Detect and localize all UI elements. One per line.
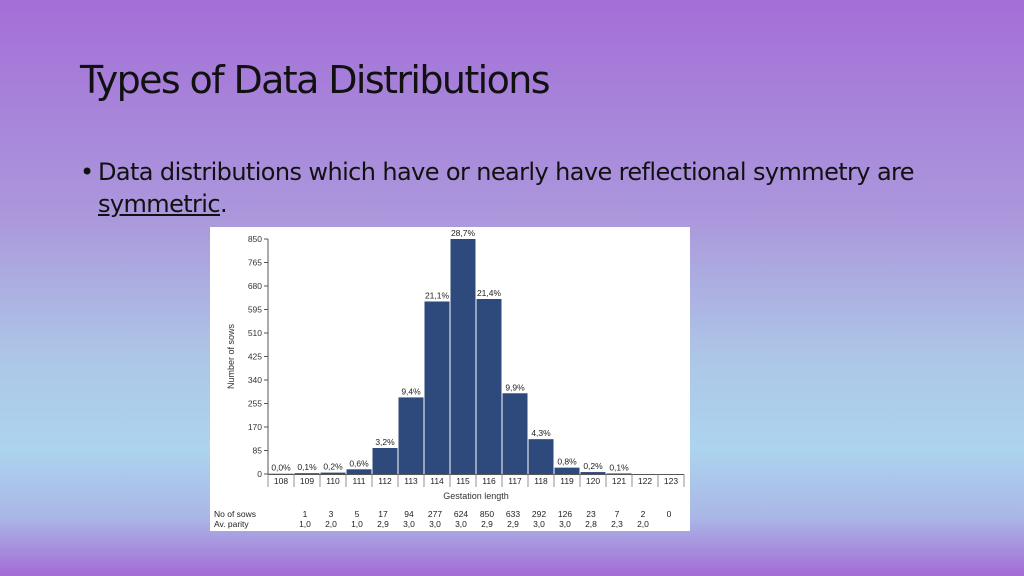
x-tick-label-116: 116 — [482, 476, 496, 486]
x-axis-title: Gestation length — [443, 491, 509, 501]
bar-percent-label-108: 0,0% — [271, 463, 291, 473]
table-cell-0-112: 94 — [404, 509, 414, 519]
x-tick-label-108: 108 — [274, 476, 288, 486]
x-tick-label-122: 122 — [638, 476, 652, 486]
table-cell-1-118: 3,0 — [559, 519, 571, 529]
x-tick-label-115: 115 — [456, 476, 470, 486]
y-tick-label-7: 595 — [248, 305, 262, 315]
slide-title: Types of Data Distributions — [80, 58, 551, 102]
table-cell-1-113: 3,0 — [429, 519, 441, 529]
table-row-label-0: No of sows — [214, 509, 256, 519]
bar-112 — [372, 448, 398, 474]
table-cell-1-112: 3,0 — [403, 519, 415, 529]
bar-percent-label-109: 0,1% — [297, 462, 317, 472]
bar-percent-label-113: 9,4% — [401, 386, 421, 396]
table-cell-1-110: 1,0 — [351, 519, 363, 529]
bar-114 — [424, 301, 450, 474]
y-tick-label-3: 255 — [248, 399, 262, 409]
bar-percent-label-115: 28,7% — [451, 228, 476, 238]
bar-109 — [294, 473, 320, 474]
y-tick-label-4: 340 — [248, 375, 262, 385]
x-tick-label-111: 111 — [353, 476, 366, 486]
x-tick-label-110: 110 — [326, 476, 340, 486]
y-axis-title: Number of sows — [226, 323, 236, 389]
bar-percent-label-117: 9,9% — [505, 382, 525, 392]
y-tick-label-9: 765 — [248, 258, 262, 268]
bar-119 — [554, 467, 580, 474]
x-tick-label-113: 113 — [404, 476, 418, 486]
bar-111 — [346, 469, 372, 474]
table-cell-0-111: 17 — [378, 509, 388, 519]
bar-percent-label-119: 0,8% — [557, 457, 577, 467]
histogram-figure: 0 85 170 255 340 425 510 595 680 765 850 Number of … — [210, 227, 690, 531]
bar-113 — [398, 397, 424, 474]
table-cell-1-115: 2,9 — [481, 519, 493, 529]
table-row-label-1: Av. parity — [214, 519, 249, 529]
table-cell-1-116: 2,9 — [507, 519, 519, 529]
x-tick-label-121: 121 — [612, 476, 626, 486]
bar-percent-label-112: 3,2% — [375, 437, 395, 447]
bar-percent-label-121: 0,1% — [609, 462, 629, 472]
x-tick-label-120: 120 — [586, 476, 600, 486]
table-cell-1-120: 2,3 — [611, 519, 623, 529]
table-cell-1-114: 3,0 — [455, 519, 467, 529]
bar-percent-label-111: 0,6% — [349, 458, 369, 468]
x-tick-label-118: 118 — [534, 476, 548, 486]
table-cell-1-117: 3,0 — [533, 519, 545, 529]
y-tick-label-6: 510 — [248, 328, 262, 338]
table-cell-0-119: 23 — [586, 509, 596, 519]
table-cell-0-120: 7 — [615, 509, 620, 519]
x-tick-label-114: 114 — [430, 476, 444, 486]
table-cell-1-108: 1,0 — [299, 519, 311, 529]
bar-120 — [580, 472, 606, 474]
bar-116 — [476, 298, 502, 474]
bullet-text: Data distributions which have or nearly … — [98, 156, 940, 220]
bar-percent-label-118: 4,3% — [531, 428, 551, 438]
bullet-term-symmetric: symmetric — [98, 190, 221, 218]
bar-percent-label-116: 21,4% — [477, 288, 502, 298]
bullet-end: . — [219, 190, 228, 218]
bullet-point: • Data distributions which have or nearl… — [80, 156, 940, 220]
bar-117 — [502, 393, 528, 474]
bar-118 — [528, 439, 554, 474]
table-cell-0-116: 633 — [506, 509, 520, 519]
x-tick-label-123: 123 — [664, 476, 678, 486]
bullet-dot-icon: • — [80, 158, 94, 186]
y-tick-label-2: 170 — [248, 422, 262, 432]
table-cell-1-109: 2,0 — [325, 519, 337, 529]
table-cell-1-119: 2,8 — [585, 519, 597, 529]
x-tick-label-119: 119 — [560, 476, 574, 486]
bar-121 — [606, 473, 632, 474]
bar-percent-label-120: 0,2% — [583, 461, 603, 471]
y-tick-label-5: 425 — [248, 352, 262, 362]
bar-percent-label-110: 0,2% — [323, 462, 343, 472]
table-cell-0-115: 850 — [480, 509, 494, 519]
y-tick-label-10: 850 — [248, 234, 262, 244]
y-tick-label-0: 0 — [257, 469, 262, 479]
table-cell-0-113: 277 — [428, 509, 442, 519]
bar-percent-label-114: 21,1% — [425, 290, 450, 300]
table-cell-1-121: 2,0 — [637, 519, 649, 529]
x-tick-label-109: 109 — [300, 476, 314, 486]
table-cell-0-114: 624 — [454, 509, 468, 519]
table-cell-0-121: 2 — [641, 509, 646, 519]
x-tick-label-117: 117 — [508, 476, 522, 486]
bar-115 — [450, 239, 476, 474]
bar-110 — [320, 472, 346, 474]
table-cell-0-122: 0 — [667, 509, 672, 519]
table-cell-1-111: 2,9 — [377, 519, 389, 529]
table-cell-0-108: 1 — [303, 509, 308, 519]
bullet-body: Data distributions which have or nearly … — [98, 158, 915, 186]
y-tick-label-1: 85 — [253, 446, 263, 456]
table-cell-0-109: 3 — [329, 509, 334, 519]
y-tick-label-8: 680 — [248, 281, 262, 291]
x-tick-label-112: 112 — [378, 476, 392, 486]
table-cell-0-110: 5 — [355, 509, 360, 519]
table-cell-0-118: 126 — [558, 509, 572, 519]
table-cell-0-117: 292 — [532, 509, 546, 519]
